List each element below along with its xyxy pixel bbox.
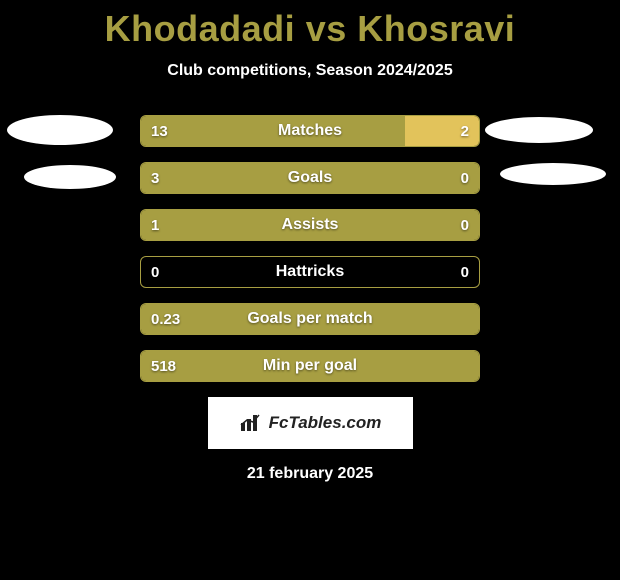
stat-label: Hattricks <box>141 257 479 287</box>
stat-label: Matches <box>141 116 479 146</box>
stat-row: 518Min per goal <box>140 350 480 382</box>
vs-text: vs <box>306 8 347 49</box>
stat-row: 00Hattricks <box>140 256 480 288</box>
date-line: 21 february 2025 <box>0 465 620 483</box>
page-title: Khodadadi vs Khosravi <box>0 0 620 50</box>
stat-label: Assists <box>141 210 479 240</box>
stat-label: Goals per match <box>141 304 479 334</box>
stat-row: 132Matches <box>140 115 480 147</box>
stat-row: 10Assists <box>140 209 480 241</box>
stat-row: 0.23Goals per match <box>140 303 480 335</box>
brand-badge: FcTables.com <box>208 397 413 449</box>
player-photo-placeholder <box>500 163 606 185</box>
comparison-panel: 132Matches 30Goals 10Assists 00Hattricks 0.2… <box>0 115 620 483</box>
player2-name: Khosravi <box>357 8 515 49</box>
player-photo-placeholder <box>485 117 593 143</box>
stat-label: Min per goal <box>141 351 479 381</box>
player1-name: Khodadadi <box>105 8 296 49</box>
subtitle: Club competitions, Season 2024/2025 <box>0 62 620 80</box>
brand-text: FcTables.com <box>269 413 382 433</box>
stat-label: Goals <box>141 163 479 193</box>
stat-row: 30Goals <box>140 162 480 194</box>
stat-bars: 132Matches 30Goals 10Assists 00Hattricks 0.2… <box>140 115 480 382</box>
chart-icon <box>239 413 263 433</box>
player-photo-placeholder <box>7 115 113 145</box>
player-photo-placeholder <box>24 165 116 189</box>
